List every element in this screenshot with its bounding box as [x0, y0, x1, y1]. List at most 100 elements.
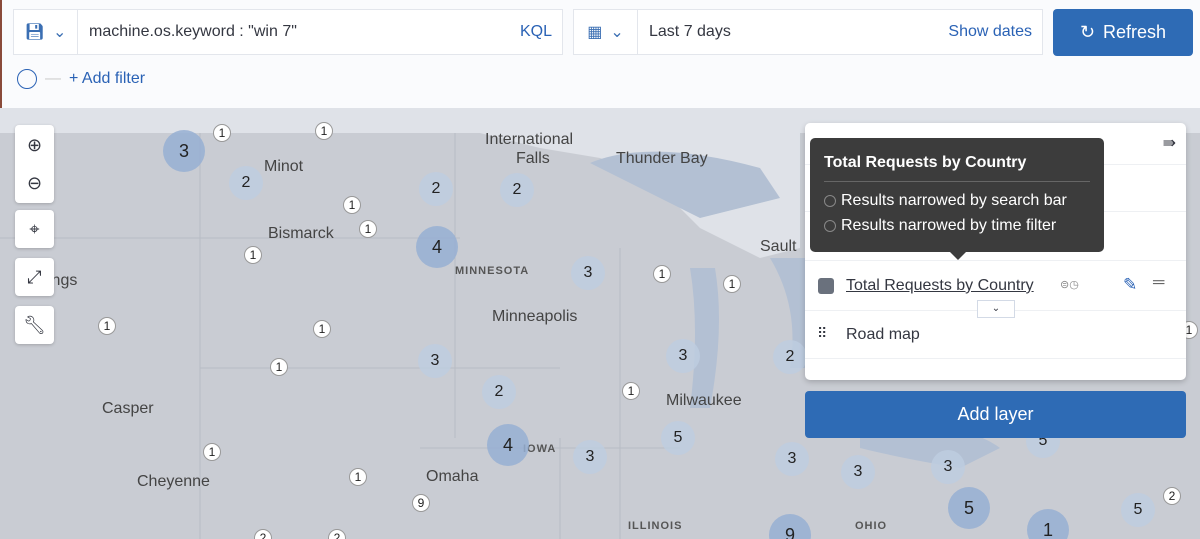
cluster-marker[interactable]: 2	[252, 527, 274, 539]
cluster-count: 3	[943, 458, 953, 475]
cluster-marker[interactable]: 3	[573, 440, 607, 474]
cluster-marker[interactable]: 2	[482, 375, 516, 409]
show-dates-link[interactable]: Show dates	[948, 23, 1032, 40]
cluster-marker[interactable]: 4	[416, 226, 458, 268]
cluster-marker[interactable]: 2	[229, 166, 263, 200]
cluster-count: 2	[494, 383, 504, 400]
cluster-count: 5	[673, 429, 683, 446]
query-bar-area: 💾︎ ⌄ machine.os.keyword : "win 7" KQL ▦ ⌄ …	[0, 0, 1200, 108]
cluster-marker[interactable]: 1	[620, 380, 642, 402]
zoom-in-button[interactable]: ⊕	[26, 135, 43, 155]
cluster-count: 1	[98, 317, 116, 335]
tooltip-title: Total Requests by Country	[824, 154, 1090, 182]
map-place-label: Bismarck	[268, 225, 334, 242]
collapse-panel-icon[interactable]: ⇛	[1162, 135, 1176, 152]
cluster-marker[interactable]: 2	[1161, 485, 1183, 507]
map-place-label: Omaha	[426, 468, 479, 485]
cluster-count: 5	[963, 497, 974, 518]
cluster-count: 3	[678, 347, 688, 364]
map-place-label: ings	[48, 272, 78, 289]
cluster-marker[interactable]: 2	[773, 340, 807, 374]
map-basemap	[0, 108, 1200, 539]
cluster-marker[interactable]: 1	[347, 466, 369, 488]
add-layer-button[interactable]: Add layer	[805, 391, 1186, 438]
expand-details-button[interactable]: ⌄	[977, 300, 1015, 318]
kql-toggle[interactable]: KQL	[519, 23, 552, 40]
cluster-marker[interactable]: 2	[419, 172, 453, 206]
filter-icon[interactable]	[17, 69, 37, 89]
cluster-count: 1	[313, 320, 331, 338]
tools-button[interactable]: 🔧︎	[15, 306, 54, 344]
cluster-marker[interactable]: 1	[341, 194, 363, 216]
layer-name[interactable]: Total Requests by Country	[846, 277, 1034, 294]
cluster-count: 1	[343, 196, 361, 214]
refresh-button[interactable]: ↻ Refresh	[1053, 9, 1193, 56]
time-range[interactable]: Last 7 days	[649, 23, 731, 40]
layer-item[interactable]: Total Requests by Country ⊜◷ ✎ ═ ⌄	[805, 261, 1186, 318]
cluster-marker[interactable]: 1	[357, 218, 379, 240]
refresh-icon: ↻	[1079, 22, 1096, 42]
map-place-label: Falls	[516, 150, 550, 167]
map-place-label: Minneapolis	[492, 308, 578, 325]
cluster-marker[interactable]: 3	[418, 344, 452, 378]
cluster-marker[interactable]: 1	[651, 263, 673, 285]
cluster-count: 3	[853, 463, 863, 480]
map-place-label: Thunder Bay	[616, 150, 708, 167]
cluster-marker[interactable]: 1	[311, 318, 333, 340]
cluster-marker[interactable]: 2	[326, 527, 348, 539]
grid-icon: ⠿	[817, 325, 828, 341]
cluster-count: 3	[787, 450, 797, 467]
cluster-marker[interactable]: 9	[410, 492, 432, 514]
cluster-marker[interactable]: 5	[661, 421, 695, 455]
cluster-count: 1	[359, 220, 377, 238]
cluster-marker[interactable]: 3	[775, 442, 809, 476]
drag-handle-icon[interactable]: ═	[1153, 274, 1165, 291]
cluster-marker[interactable]: 3	[931, 450, 965, 484]
cluster-count: 3	[583, 264, 593, 281]
filter-bar: — + Add filter	[17, 69, 145, 89]
crosshair-icon: ⌖	[29, 218, 40, 239]
cluster-marker[interactable]: 3	[163, 130, 205, 172]
cluster-marker[interactable]: 5	[948, 487, 990, 529]
cluster-marker[interactable]: 1	[211, 122, 233, 144]
cluster-marker[interactable]: 1	[242, 244, 264, 266]
map-place-label: Minot	[264, 158, 304, 175]
cluster-marker[interactable]: 1	[721, 273, 743, 295]
cluster-marker[interactable]: 2	[500, 173, 534, 207]
cluster-marker[interactable]: 1	[96, 315, 118, 337]
set-view-button[interactable]: ⌖	[15, 210, 54, 248]
cluster-marker[interactable]: 1	[201, 441, 223, 463]
cluster-count: 3	[430, 352, 440, 369]
expand-icon: ⤢	[27, 266, 42, 287]
cluster-marker[interactable]: 1	[268, 356, 290, 378]
zoom-out-button[interactable]: ⊖	[26, 173, 43, 193]
edit-layer-icon[interactable]: ✎	[1123, 275, 1138, 294]
layer-name[interactable]: Road map	[846, 326, 920, 343]
cluster-marker[interactable]: 4	[487, 424, 529, 466]
tooltip-line: Results narrowed by search bar	[824, 188, 1090, 213]
fullscreen-button[interactable]: ⤢	[15, 258, 54, 296]
wrench-icon: 🔧︎	[23, 314, 46, 335]
cluster-count: 1	[349, 468, 367, 486]
cluster-marker[interactable]: 3	[571, 256, 605, 290]
save-icon: 💾︎	[24, 24, 45, 41]
cluster-marker[interactable]: 1	[313, 120, 335, 142]
cluster-count: 9	[784, 524, 795, 539]
zoom-controls: ⊕ ⊖	[15, 125, 54, 203]
divider: —	[45, 70, 61, 87]
cluster-marker[interactable]: 1	[1027, 509, 1069, 539]
query-input[interactable]: machine.os.keyword : "win 7"	[89, 23, 297, 40]
add-filter-button[interactable]: + Add filter	[69, 70, 146, 87]
cluster-marker[interactable]: 3	[841, 455, 875, 489]
tooltip-text: Results narrowed by search bar	[841, 192, 1067, 209]
quick-date-button[interactable]: ▦ ⌄	[574, 10, 638, 54]
saved-query-button[interactable]: 💾︎ ⌄	[14, 10, 78, 54]
cluster-count: 1	[270, 358, 288, 376]
map-place-label: Casper	[102, 400, 154, 417]
cluster-marker[interactable]: 3	[666, 339, 700, 373]
layer-item[interactable]: ⠿ Road map	[805, 311, 1186, 359]
cluster-count: 1	[653, 265, 671, 283]
cluster-count: 2	[785, 348, 795, 365]
cluster-count: 5	[1133, 501, 1143, 518]
cluster-marker[interactable]: 5	[1121, 493, 1155, 527]
